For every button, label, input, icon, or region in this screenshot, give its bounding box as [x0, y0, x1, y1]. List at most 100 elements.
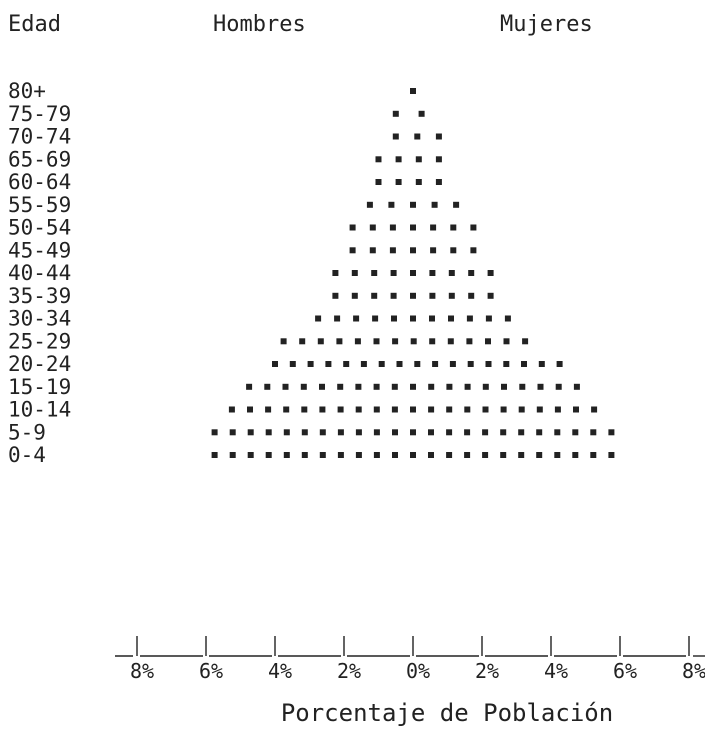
bar-dot [487, 292, 494, 299]
bar-dot [300, 383, 307, 390]
bar-dot [447, 338, 454, 345]
age-label: 15-19 [8, 375, 71, 399]
age-row-65-69 [375, 156, 442, 163]
age-label: 0-4 [8, 443, 46, 467]
men-header: Hombres [213, 12, 306, 37]
bar-dot [392, 452, 398, 458]
bar-dot [500, 406, 507, 413]
bar-dot [337, 383, 344, 390]
bar-dot [435, 133, 442, 140]
bar-dot [435, 156, 442, 163]
bar-dot [391, 383, 398, 390]
bar-dot [536, 429, 543, 436]
bar-dot [369, 247, 376, 254]
bar-dot [487, 270, 494, 276]
bar-dot [334, 315, 341, 322]
age-label: 70-74 [8, 125, 71, 149]
age-label: 45-49 [8, 238, 71, 262]
bar-dot [373, 429, 380, 436]
bar-dot [428, 452, 434, 458]
bar-dot [410, 383, 416, 390]
x-axis [115, 636, 705, 657]
bar-dot [536, 452, 543, 458]
age-row-55-59 [366, 201, 460, 208]
bar-dot [390, 292, 397, 299]
x-tick-label: 4% [268, 659, 292, 683]
bar-dot [391, 406, 398, 413]
bar-dot [332, 270, 339, 276]
bar-dot [373, 383, 380, 390]
x-tick-label: 6% [199, 659, 223, 683]
bar-dot [414, 361, 421, 367]
bar-dot [573, 406, 579, 413]
bar-dot [389, 247, 396, 254]
age-label: 30-34 [8, 307, 71, 331]
bar-dot [485, 361, 492, 367]
bar-dot [415, 156, 422, 163]
bar-dot [554, 406, 561, 413]
bar-dot [371, 292, 378, 299]
bar-dot [229, 429, 236, 436]
age-label: 25-29 [8, 329, 71, 353]
bar-dot [246, 383, 253, 390]
x-tick-label: 4% [544, 659, 568, 683]
bar-dot [536, 406, 543, 413]
age-row-45-49 [349, 247, 477, 254]
bar-dot [414, 133, 421, 140]
bar-dot [395, 156, 402, 163]
age-row-35-39 [332, 292, 494, 299]
bar-dot [430, 247, 437, 254]
bar-dot [590, 452, 597, 458]
pyramid-bars [211, 88, 615, 458]
bar-dot [392, 429, 398, 436]
bar-dot [343, 361, 350, 367]
bar-dot [282, 383, 289, 390]
bar-dot [448, 315, 454, 322]
bar-dot [410, 247, 416, 254]
age-row-50-54 [349, 224, 477, 231]
bar-dot [389, 224, 396, 231]
bar-dot [373, 452, 380, 458]
bar-dot [396, 361, 403, 367]
age-label: 40-44 [8, 261, 71, 285]
bar-dot [446, 452, 453, 458]
bar-dot [351, 270, 358, 276]
bar-dot [446, 429, 453, 436]
bar-dot [608, 429, 615, 436]
age-row-10-14 [228, 406, 598, 413]
bar-dot [211, 452, 218, 458]
bar-dot [468, 270, 475, 276]
bar-dot [319, 406, 326, 413]
bar-dot [464, 452, 471, 458]
bar-dot [283, 452, 290, 458]
bar-dot [518, 406, 525, 413]
bar-dot [521, 361, 527, 367]
age-row-0-4 [211, 452, 615, 458]
bar-dot [504, 315, 511, 322]
age-label: 60-64 [8, 170, 71, 194]
x-tick-label: 6% [613, 659, 637, 683]
bar-dot [349, 247, 356, 254]
bar-dot [590, 429, 597, 436]
bar-dot [280, 338, 287, 345]
bar-dot [555, 383, 562, 390]
bar-dot [410, 338, 417, 345]
age-row-5-9 [211, 429, 615, 436]
bar-dot [375, 179, 382, 185]
bar-dot [349, 224, 356, 231]
bar-dot [503, 361, 510, 367]
bar-dot [392, 133, 399, 140]
bar-dot [325, 361, 332, 367]
bar-dot [360, 361, 367, 367]
bar-dot [482, 452, 489, 458]
bar-dot [351, 292, 358, 299]
bar-dot [450, 247, 457, 254]
bar-dot [429, 315, 435, 322]
age-label: 10-14 [8, 398, 71, 422]
bar-dot [265, 452, 272, 458]
bar-dot [388, 201, 395, 208]
bar-dot [265, 406, 272, 413]
bar-dot [450, 224, 457, 231]
bar-dot [608, 452, 615, 458]
bar-dot [410, 292, 416, 299]
